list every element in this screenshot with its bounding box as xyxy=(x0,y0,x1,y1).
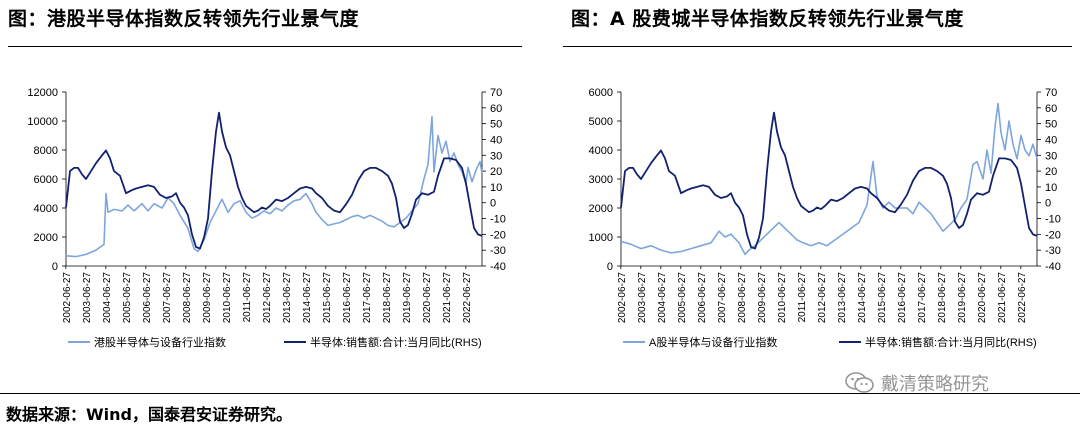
left-axis-tick-label: 4000 xyxy=(589,145,613,157)
right-axis-tick-label: 10 xyxy=(1045,182,1057,194)
right-axis-tick-label: -40 xyxy=(1045,261,1061,273)
right-axis-tick-label: -20 xyxy=(1045,229,1061,241)
right-axis-tick-label: 10 xyxy=(490,182,502,194)
left-axis-tick-label: 6000 xyxy=(34,174,58,186)
left-axis-tick-label: 8000 xyxy=(34,145,58,157)
right-axis-tick-label: 0 xyxy=(1045,198,1051,210)
x-axis-tick-label: 2018-06-27 xyxy=(937,272,948,324)
right-axis-tick-label: 50 xyxy=(490,119,502,131)
x-axis-tick-label: 2005-06-27 xyxy=(122,272,133,324)
x-axis-tick-label: 2016-06-27 xyxy=(342,272,353,324)
x-axis-tick-label: 2006-06-27 xyxy=(697,272,708,324)
x-axis-tick-label: 2014-06-27 xyxy=(857,272,868,324)
legend-label: 半导体:销售额:合计:当月同比(RHS) xyxy=(865,335,1037,349)
x-axis-tick-label: 2019-06-27 xyxy=(957,272,968,324)
x-axis-tick-label: 2011-06-27 xyxy=(797,272,808,323)
right-axis-tick-label: 60 xyxy=(490,103,502,115)
right-axis-tick-label: 20 xyxy=(1045,166,1057,178)
x-axis-tick-label: 2015-06-27 xyxy=(322,272,333,324)
right-axis-tick-label: 30 xyxy=(1045,150,1057,162)
right-axis-tick-label: 70 xyxy=(1045,87,1057,99)
watermark-text: 戴清策略研究 xyxy=(881,374,989,395)
right-axis-tick-label: -30 xyxy=(1045,245,1061,257)
x-axis-tick-label: 2017-06-27 xyxy=(917,272,928,324)
x-axis-tick-label: 2018-06-27 xyxy=(382,272,393,324)
left-axis-tick-label: 4000 xyxy=(34,203,58,215)
x-axis-tick-label: 2020-06-27 xyxy=(422,272,433,324)
x-axis-tick-label: 2009-06-27 xyxy=(202,272,213,324)
left-axis-tick-label: 2000 xyxy=(34,232,58,244)
title-divider-right xyxy=(563,46,1072,47)
left-axis-tick-label: 0 xyxy=(52,261,58,273)
left-axis-tick-label: 5000 xyxy=(589,116,613,128)
chart-title-left: 图：港股半导体指数反转领先行业景气度 xyxy=(8,8,360,30)
title-divider-left xyxy=(8,46,522,47)
series-line-sales-yoy xyxy=(65,111,483,250)
chart-title-right: 图：A 股费城半导体指数反转领先行业景气度 xyxy=(571,8,964,30)
legend-label: A股半导体与设备行业指数 xyxy=(649,335,777,349)
x-axis-tick-label: 2015-06-27 xyxy=(877,272,888,324)
x-axis-tick-label: 2010-06-27 xyxy=(777,272,788,324)
right-axis-tick-label: 60 xyxy=(1045,103,1057,115)
x-axis-tick-label: 2011-06-27 xyxy=(242,272,253,323)
right-axis-tick-label: 40 xyxy=(490,134,502,146)
right-axis-tick-label: 30 xyxy=(490,150,502,162)
x-axis-tick-label: 2016-06-27 xyxy=(897,272,908,324)
x-axis-tick-label: 2008-06-27 xyxy=(182,272,193,324)
x-axis-tick-label: 2002-06-27 xyxy=(617,272,628,324)
watermark: 戴清策略研究 xyxy=(845,370,989,396)
right-axis-tick-label: -10 xyxy=(1045,214,1061,226)
x-axis-tick-label: 2013-06-27 xyxy=(837,272,848,324)
series-line-sector-index xyxy=(65,115,483,258)
x-axis-tick-label: 2005-06-27 xyxy=(677,272,688,324)
hk-semiconductor-chart: 0 2000 4000 6000 8000 10000 12000 -40 -30 -20 -10 0… xyxy=(27,87,506,349)
x-axis-tick-label: 2017-06-27 xyxy=(362,272,373,324)
left-axis-tick-label: 2000 xyxy=(589,203,613,215)
x-axis-tick-label: 2008-06-27 xyxy=(737,272,748,324)
x-axis-tick-label: 2004-06-27 xyxy=(102,272,113,324)
wechat-icon xyxy=(845,372,874,393)
x-axis-tick-label: 2012-06-27 xyxy=(262,272,273,324)
right-axis-tick-label: 20 xyxy=(490,166,502,178)
right-axis-tick-label: 0 xyxy=(490,198,496,210)
legend-label: 半导体:销售额:合计:当月同比(RHS) xyxy=(310,335,482,349)
right-axis-tick-label: -10 xyxy=(490,214,506,226)
x-axis-tick-label: 2022-06-27 xyxy=(462,272,473,324)
x-axis-tick-label: 2014-06-27 xyxy=(302,272,313,324)
series-line-sector-index xyxy=(620,102,1038,256)
x-axis-tick-label: 2003-06-27 xyxy=(82,272,93,324)
left-axis-tick-label: 1000 xyxy=(589,232,613,244)
x-axis-tick-label: 2019-06-27 xyxy=(402,272,413,324)
left-axis-tick-label: 3000 xyxy=(589,174,613,186)
right-axis-tick-label: -20 xyxy=(490,229,506,241)
x-axis-tick-label: 2020-06-27 xyxy=(977,272,988,324)
left-axis-tick-label: 6000 xyxy=(589,87,613,99)
x-axis-tick-label: 2021-06-27 xyxy=(997,272,1008,324)
footer-divider xyxy=(0,393,1080,394)
a-share-semiconductor-chart: 0 1000 2000 3000 4000 5000 6000 -40 -30 -20 -10 0 10… xyxy=(589,87,1061,349)
left-axis-tick-label: 10000 xyxy=(27,116,58,128)
right-axis-tick-label: -40 xyxy=(490,261,506,273)
x-axis-tick-label: 2002-06-27 xyxy=(62,272,73,324)
right-axis-tick-label: 50 xyxy=(1045,119,1057,131)
right-axis-tick-label: -30 xyxy=(490,245,506,257)
x-axis-tick-label: 2013-06-27 xyxy=(282,272,293,324)
x-axis-tick-label: 2012-06-27 xyxy=(817,272,828,324)
left-axis-tick-label: 0 xyxy=(607,261,613,273)
left-axis-tick-label: 12000 xyxy=(27,87,58,99)
series-line-sales-yoy xyxy=(620,111,1038,250)
x-axis-tick-label: 2003-06-27 xyxy=(637,272,648,324)
source-note: 数据来源：Wind，国泰君安证券研究。 xyxy=(6,405,292,424)
x-axis-tick-label: 2007-06-27 xyxy=(162,272,173,324)
x-axis-tick-label: 2021-06-27 xyxy=(442,272,453,324)
x-axis-tick-label: 2004-06-27 xyxy=(657,272,668,324)
right-axis-tick-label: 40 xyxy=(1045,134,1057,146)
x-axis-tick-label: 2007-06-27 xyxy=(717,272,728,324)
right-axis-tick-label: 70 xyxy=(490,87,502,99)
x-axis-tick-label: 2006-06-27 xyxy=(142,272,153,324)
x-axis-tick-label: 2010-06-27 xyxy=(222,272,233,324)
legend-label: 港股半导体与设备行业指数 xyxy=(94,335,226,349)
x-axis-tick-label: 2009-06-27 xyxy=(757,272,768,324)
x-axis-tick-label: 2022-06-27 xyxy=(1017,272,1028,324)
